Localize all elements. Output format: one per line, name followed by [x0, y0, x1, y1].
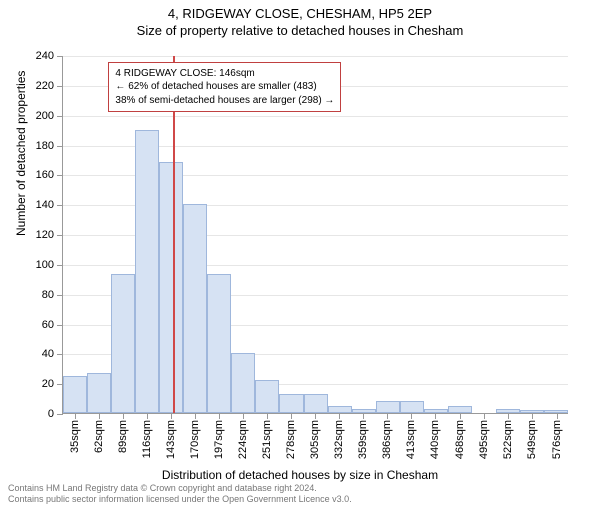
x-tick — [484, 413, 485, 419]
grid-line — [63, 56, 568, 57]
y-axis-label: Number of detached properties — [14, 71, 28, 236]
x-tick-label: 197sqm — [213, 420, 225, 459]
x-tick-label: 576sqm — [551, 420, 563, 459]
histogram-bar — [496, 409, 520, 413]
histogram-bar — [111, 274, 135, 413]
y-tick-label: 240 — [36, 50, 54, 62]
x-tick-label: 440sqm — [429, 420, 441, 459]
attribution-line-2: Contains public sector information licen… — [8, 494, 352, 504]
histogram-bar — [87, 373, 111, 413]
x-tick-label: 495sqm — [478, 420, 490, 459]
x-tick — [99, 413, 100, 419]
page-subtitle: Size of property relative to detached ho… — [0, 23, 600, 38]
histogram-bar — [255, 380, 279, 413]
x-tick-label: 468sqm — [454, 420, 466, 459]
x-tick — [339, 413, 340, 419]
histogram-bar — [63, 376, 87, 413]
x-tick — [75, 413, 76, 419]
x-tick — [243, 413, 244, 419]
x-tick — [363, 413, 364, 419]
x-tick-label: 522sqm — [502, 420, 514, 459]
x-tick — [387, 413, 388, 419]
y-tick-label: 80 — [42, 289, 54, 301]
x-tick-label: 35sqm — [69, 420, 81, 453]
histogram-chart: 4 RIDGEWAY CLOSE: 146sqm ← 62% of detach… — [62, 56, 568, 414]
x-tick — [315, 413, 316, 419]
x-tick-label: 89sqm — [117, 420, 129, 453]
x-tick-label: 143sqm — [165, 420, 177, 459]
y-tick-label: 140 — [36, 199, 54, 211]
x-tick-label: 170sqm — [189, 420, 201, 459]
x-tick — [291, 413, 292, 419]
y-tick-label: 20 — [42, 378, 54, 390]
attribution-line-1: Contains HM Land Registry data © Crown c… — [8, 483, 352, 493]
x-tick — [532, 413, 533, 419]
x-tick-label: 116sqm — [141, 420, 153, 458]
annotation-line-2: ← 62% of detached houses are smaller (48… — [115, 80, 334, 94]
y-tick-label: 180 — [36, 140, 54, 152]
x-tick — [123, 413, 124, 419]
x-tick — [195, 413, 196, 419]
y-tick-label: 120 — [36, 229, 54, 241]
plot-area: 4 RIDGEWAY CLOSE: 146sqm ← 62% of detach… — [62, 56, 568, 414]
histogram-bar — [328, 406, 352, 413]
histogram-bar — [159, 162, 183, 413]
x-tick-label: 413sqm — [405, 420, 417, 459]
y-tick-label: 220 — [36, 80, 54, 92]
x-tick-label: 386sqm — [381, 420, 393, 459]
x-tick — [508, 413, 509, 419]
histogram-bar — [207, 274, 231, 413]
x-tick — [460, 413, 461, 419]
histogram-bar — [279, 394, 303, 413]
histogram-bar — [352, 409, 376, 413]
grid-line — [63, 116, 568, 117]
histogram-bar — [304, 394, 328, 413]
histogram-bar — [376, 401, 400, 413]
x-tick-label: 224sqm — [237, 420, 249, 459]
histogram-bar — [448, 406, 472, 413]
y-tick-label: 200 — [36, 110, 54, 122]
y-tick-label: 40 — [42, 348, 54, 360]
x-tick-label: 332sqm — [333, 420, 345, 459]
x-tick — [171, 413, 172, 419]
x-tick-label: 278sqm — [285, 420, 297, 459]
y-tick-label: 160 — [36, 169, 54, 181]
x-tick — [557, 413, 558, 419]
histogram-bar — [520, 410, 544, 413]
x-tick-label: 62sqm — [93, 420, 105, 453]
histogram-bar — [424, 409, 448, 413]
attribution-text: Contains HM Land Registry data © Crown c… — [8, 483, 352, 504]
x-tick-label: 251sqm — [261, 420, 273, 459]
histogram-bar — [400, 401, 424, 413]
histogram-bar — [231, 353, 255, 413]
y-tick-label: 60 — [42, 319, 54, 331]
histogram-bar — [183, 204, 207, 413]
page-title: 4, RIDGEWAY CLOSE, CHESHAM, HP5 2EP — [0, 6, 600, 21]
x-tick-label: 359sqm — [357, 420, 369, 459]
annotation-line-1: 4 RIDGEWAY CLOSE: 146sqm — [115, 67, 334, 81]
x-tick — [435, 413, 436, 419]
y-tick-label: 100 — [36, 259, 54, 271]
histogram-bar — [135, 130, 159, 413]
x-tick — [411, 413, 412, 419]
histogram-bar — [544, 410, 568, 413]
x-axis-label: Distribution of detached houses by size … — [0, 468, 600, 482]
x-tick-label: 305sqm — [309, 420, 321, 459]
y-tick-label: 0 — [48, 408, 54, 420]
x-tick — [267, 413, 268, 419]
x-tick-label: 549sqm — [526, 420, 538, 459]
annotation-line-3: 38% of semi-detached houses are larger (… — [115, 94, 334, 108]
y-tick — [57, 414, 63, 415]
x-tick — [147, 413, 148, 419]
x-tick — [219, 413, 220, 419]
annotation-box: 4 RIDGEWAY CLOSE: 146sqm ← 62% of detach… — [108, 62, 341, 113]
